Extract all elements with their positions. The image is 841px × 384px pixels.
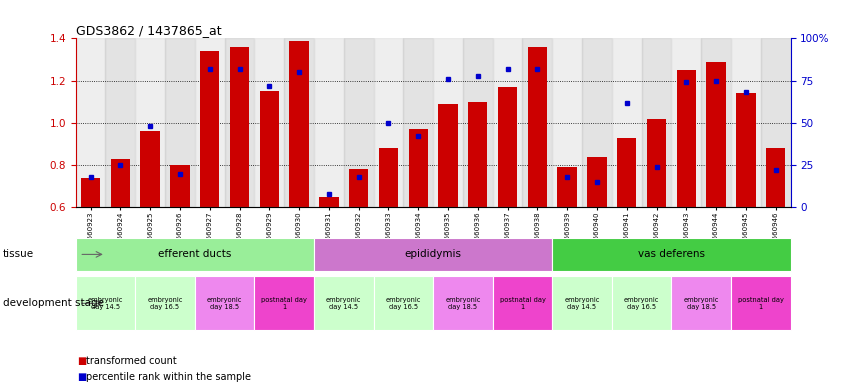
Bar [587, 157, 606, 207]
Bar [289, 41, 309, 207]
Bar [81, 178, 100, 207]
Text: postnatal day
1: postnatal day 1 [500, 297, 546, 310]
Bar [230, 47, 249, 207]
Bar [766, 148, 785, 207]
Bar [254, 276, 314, 330]
Bar [404, 38, 433, 207]
Text: embryonic
day 16.5: embryonic day 16.5 [147, 297, 182, 310]
Bar [195, 38, 225, 207]
Bar [76, 238, 314, 271]
Text: transformed count: transformed count [86, 356, 177, 366]
Text: embryonic
day 18.5: embryonic day 18.5 [445, 297, 480, 310]
Bar [314, 238, 553, 271]
Bar [671, 276, 731, 330]
Bar [493, 38, 522, 207]
Bar [611, 38, 642, 207]
Bar [170, 165, 189, 207]
Bar [642, 38, 671, 207]
Bar [76, 276, 135, 330]
Text: epididymis: epididymis [405, 249, 462, 260]
Text: embryonic
day 18.5: embryonic day 18.5 [207, 297, 242, 310]
Bar [582, 38, 611, 207]
Bar [761, 38, 791, 207]
Bar [135, 38, 165, 207]
Text: efferent ducts: efferent ducts [158, 249, 231, 260]
Text: embryonic
day 14.5: embryonic day 14.5 [326, 297, 362, 310]
Bar [527, 47, 547, 207]
Text: GDS3862 / 1437865_at: GDS3862 / 1437865_at [76, 24, 221, 37]
Bar [438, 104, 458, 207]
Bar [701, 38, 731, 207]
Bar [254, 38, 284, 207]
Bar [468, 102, 488, 207]
Bar [195, 276, 254, 330]
Bar [200, 51, 220, 207]
Text: postnatal day
1: postnatal day 1 [738, 297, 784, 310]
Bar [553, 38, 582, 207]
Bar [314, 276, 373, 330]
Bar [553, 276, 611, 330]
Bar [558, 167, 577, 207]
Bar [522, 38, 553, 207]
Bar [349, 169, 368, 207]
Bar [314, 38, 344, 207]
Bar [736, 93, 755, 207]
Text: ■: ■ [77, 372, 87, 382]
Bar [373, 276, 433, 330]
Bar [553, 238, 791, 271]
Bar [76, 38, 105, 207]
Bar [498, 87, 517, 207]
Text: ■: ■ [77, 356, 87, 366]
Text: development stage: development stage [3, 298, 103, 308]
Bar [677, 70, 696, 207]
Bar [111, 159, 130, 207]
Bar [647, 119, 666, 207]
Bar [493, 276, 553, 330]
Bar [433, 38, 463, 207]
Bar [611, 276, 671, 330]
Bar [320, 197, 339, 207]
Text: vas deferens: vas deferens [637, 249, 705, 260]
Bar [373, 38, 404, 207]
Bar [225, 38, 254, 207]
Bar [344, 38, 373, 207]
Bar [165, 38, 195, 207]
Bar [260, 91, 279, 207]
Bar [140, 131, 160, 207]
Text: embryonic
day 14.5: embryonic day 14.5 [564, 297, 600, 310]
Bar [378, 148, 398, 207]
Text: percentile rank within the sample: percentile rank within the sample [86, 372, 251, 382]
Bar [284, 38, 314, 207]
Bar [671, 38, 701, 207]
Text: embryonic
day 16.5: embryonic day 16.5 [386, 297, 421, 310]
Text: embryonic
day 18.5: embryonic day 18.5 [684, 297, 719, 310]
Text: embryonic
day 14.5: embryonic day 14.5 [87, 297, 123, 310]
Bar [135, 276, 195, 330]
Bar [433, 276, 493, 330]
Text: tissue: tissue [3, 249, 34, 260]
Text: embryonic
day 16.5: embryonic day 16.5 [624, 297, 659, 310]
Bar [105, 38, 135, 207]
Text: postnatal day
1: postnatal day 1 [262, 297, 307, 310]
Bar [409, 129, 428, 207]
Bar [706, 61, 726, 207]
Bar [463, 38, 493, 207]
Bar [617, 137, 637, 207]
Bar [731, 276, 791, 330]
Bar [731, 38, 761, 207]
